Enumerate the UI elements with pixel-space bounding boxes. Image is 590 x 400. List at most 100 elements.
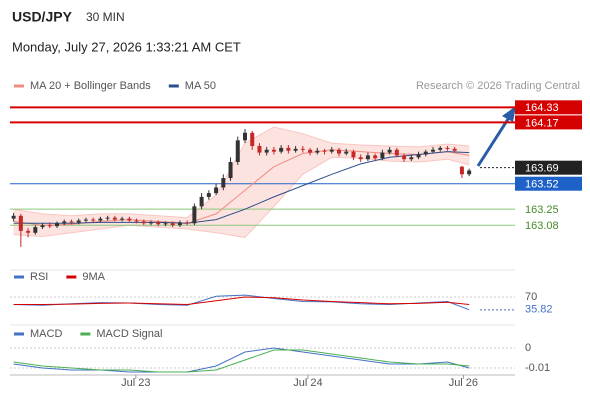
candle-body <box>459 166 464 175</box>
candle-body <box>163 223 168 225</box>
ma50-line <box>13 151 470 224</box>
bollinger-upper <box>13 126 470 219</box>
candle-body <box>177 222 182 226</box>
y-tick-label: 70 <box>525 291 537 303</box>
candle-body <box>293 148 298 151</box>
symbol: USD/JPY <box>12 9 73 25</box>
candle-body <box>91 219 96 221</box>
candle-body <box>387 149 392 153</box>
candle-body <box>235 140 240 163</box>
candle-body <box>83 219 88 221</box>
candle-body <box>286 147 291 151</box>
candle-body <box>409 157 414 160</box>
candle-body <box>120 218 125 220</box>
candle-body <box>329 149 334 152</box>
level-box <box>515 176 582 191</box>
candle-body <box>185 222 190 224</box>
candle-body <box>380 152 385 159</box>
candle-body <box>141 221 146 224</box>
candle-body <box>18 215 23 231</box>
legend-label: 9MA <box>82 271 105 283</box>
x-tick-label: Jul 24 <box>293 377 322 389</box>
candle-body <box>11 215 16 219</box>
interval: 30 MIN <box>86 10 125 24</box>
level-label: 163.25 <box>525 204 559 216</box>
candle-body <box>134 220 139 222</box>
level-box <box>515 100 582 115</box>
candle-body <box>373 155 378 159</box>
level-label: 164.17 <box>525 117 559 129</box>
level-label: 163.08 <box>525 220 559 232</box>
candle-body <box>62 221 67 224</box>
legend-label: RSI <box>30 271 48 283</box>
candle-body <box>228 162 233 179</box>
datetime: Monday, July 27, 2026 1:33:21 AM CET <box>12 39 241 54</box>
level-box <box>515 160 582 175</box>
candle-body <box>394 149 399 156</box>
candle-body <box>199 196 204 207</box>
candle-body <box>156 222 161 225</box>
current-value-label: 35.82 <box>525 304 553 316</box>
candle-body <box>149 222 153 224</box>
candle-body <box>308 149 313 153</box>
candle-body <box>402 155 407 160</box>
candle-body <box>257 145 262 153</box>
candle-body <box>40 225 45 228</box>
candle-body <box>322 150 327 152</box>
x-tick-label: Jul 23 <box>121 377 150 389</box>
candle-body <box>271 149 276 152</box>
level-label: 163.69 <box>525 163 559 175</box>
candle-body <box>98 218 103 221</box>
x-tick-label: Jul 26 <box>449 377 478 389</box>
bollinger-lower <box>13 156 470 239</box>
candle-body <box>170 223 175 226</box>
candle-body <box>315 150 320 153</box>
indicator-line <box>13 349 470 373</box>
candle-body <box>33 227 38 233</box>
candle-body <box>105 217 110 219</box>
candle-body <box>416 154 421 158</box>
candle-body <box>431 149 435 152</box>
candle-body <box>214 187 219 194</box>
candle-body <box>26 230 31 233</box>
level-label: 163.52 <box>525 179 559 191</box>
candle-body <box>279 147 284 152</box>
candle-body <box>445 147 450 149</box>
candle-body <box>358 157 363 160</box>
candle-body <box>337 149 341 154</box>
candle-body <box>206 193 211 197</box>
indicator-line <box>13 347 470 373</box>
candle-body <box>351 151 356 158</box>
candle-body <box>76 220 81 223</box>
candle-body <box>365 155 370 160</box>
candle-body <box>69 221 74 223</box>
forecast-arrow <box>476 115 512 167</box>
legend-label: MACD <box>30 328 62 340</box>
legend-label: MA 50 <box>185 80 216 92</box>
candle-body <box>112 217 117 220</box>
y-tick-label: 0 <box>525 342 531 354</box>
indicator-line <box>13 296 470 306</box>
candle-body <box>243 132 247 141</box>
candle-body <box>423 151 428 155</box>
level-box <box>515 115 582 130</box>
legend-label: MACD Signal <box>96 328 162 340</box>
candle-body <box>192 206 197 224</box>
candle-body <box>467 170 472 175</box>
candle-body <box>250 132 255 146</box>
y-tick-label: -0.01 <box>525 362 550 374</box>
candle-body <box>452 148 457 151</box>
forecast-arrowhead <box>502 106 516 122</box>
candle-body <box>344 151 349 154</box>
candle-body <box>438 147 443 150</box>
candle-body <box>300 148 305 150</box>
legend-label: MA 20 + Bollinger Bands <box>30 80 151 92</box>
candle-body <box>55 223 59 227</box>
level-label: 164.33 <box>525 102 559 114</box>
candle-body <box>47 225 52 227</box>
candle-body <box>264 149 269 153</box>
candle-body <box>127 218 132 221</box>
candle-body <box>221 178 226 188</box>
